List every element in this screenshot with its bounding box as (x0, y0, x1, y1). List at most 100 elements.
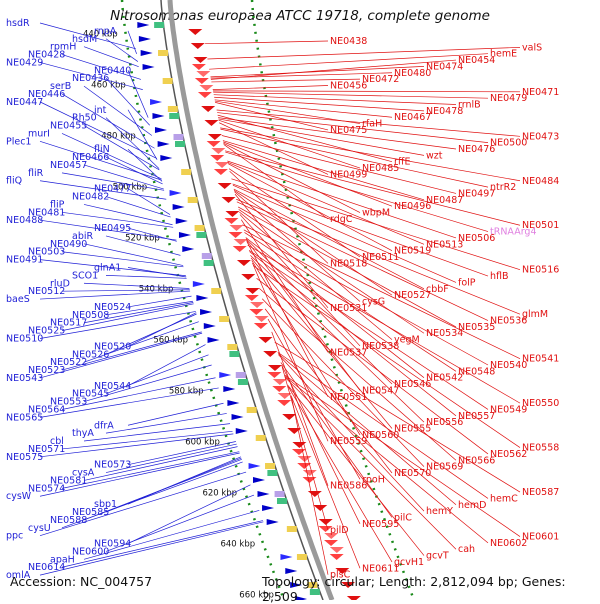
right-label-connector (242, 224, 521, 359)
reverse-gene-arrow (280, 554, 293, 560)
gene-label-right: hemD (458, 500, 486, 511)
gene-label-right: hemE (490, 49, 517, 60)
left-label-connector (105, 443, 237, 473)
kbp-tick-label: 520 kbp (125, 234, 160, 244)
gene-label-left: dfrA (94, 420, 114, 431)
right-label-connector (236, 201, 489, 321)
forward-gene-arrow (258, 337, 273, 343)
reverse-gene-arrow (219, 372, 232, 378)
gene-label-right: NE0555 (394, 424, 431, 435)
gene-label-right: NE0496 (394, 201, 431, 212)
left-label-connector (83, 164, 164, 190)
left-label-connector (127, 295, 192, 308)
forward-gene-arrow (233, 239, 248, 245)
right-label-connector (234, 191, 361, 302)
gene-label-left: NE0574 (28, 483, 65, 494)
left-label-connector (61, 289, 190, 292)
left-label-connector (83, 46, 139, 67)
gene-label-right: NE0602 (490, 538, 527, 549)
gene-label-right: NE0511 (362, 252, 399, 263)
forward-gene-arrow (335, 568, 350, 574)
gene-label-right: NE0518 (330, 258, 367, 269)
gene-label-right: hemC (490, 493, 518, 504)
gene-label-right: NE0587 (522, 487, 559, 498)
gene-label-left: NE0481 (28, 207, 65, 218)
left-label-connector (105, 300, 193, 316)
forward-gene-arrow (245, 288, 260, 294)
gene-label-left: thyA (72, 428, 94, 439)
cog-category-box (237, 379, 248, 385)
right-label-connector (210, 66, 425, 78)
reverse-gene-arrow (262, 505, 275, 511)
gene-label-left: cbl (50, 436, 64, 447)
left-label-connector (105, 38, 139, 62)
forward-gene-arrow (307, 491, 322, 497)
left-label-connector (105, 313, 197, 355)
kbp-tick-label: 540 kbp (139, 285, 174, 295)
forward-gene-arrow (215, 162, 230, 168)
forward-gene-arrow (196, 71, 211, 77)
forward-gene-arrow (241, 274, 256, 280)
left-label-connector (39, 101, 157, 159)
gene-label-right: cbbF (426, 284, 449, 295)
gene-label-left: SCO1 (72, 270, 98, 281)
right-label-connector (246, 239, 361, 391)
gene-label-right: rdgC (330, 214, 353, 225)
right-label-connector (221, 135, 457, 194)
gene-label-left: NE0446 (28, 89, 65, 100)
forward-gene-arrow (232, 246, 247, 252)
right-label-connector (222, 140, 425, 201)
gene-label-left: NE0571 (28, 444, 65, 455)
right-label-connector (284, 374, 521, 537)
gene-label-left: NE0564 (28, 404, 65, 415)
gene-label-right: NE0487 (426, 195, 463, 206)
forward-gene-arrow (292, 442, 307, 448)
gene-label-right: NE0550 (522, 398, 559, 409)
right-label-connector (233, 190, 393, 296)
gene-label-right: NE0474 (426, 61, 463, 72)
gene-label-right: NE0538 (362, 341, 399, 352)
cog-category-box (276, 498, 287, 504)
left-label-connector (127, 227, 177, 242)
left-label-connector (83, 510, 260, 560)
left-label-connector (61, 303, 194, 331)
right-label-connector (287, 386, 393, 563)
gene-label-right: NE0569 (426, 462, 463, 473)
gene-label-left: NE0490 (50, 239, 87, 250)
gene-label-left: fliQ (6, 176, 22, 187)
reverse-gene-arrow (235, 428, 248, 434)
right-label-connector (277, 353, 457, 506)
forward-gene-arrow (207, 134, 222, 140)
right-label-connector (214, 99, 393, 118)
gene-label-right: NE0558 (522, 443, 559, 454)
right-label-connector (217, 112, 489, 143)
genome-map-title: Nitrosomonas europaea ATCC 19718, comple… (110, 8, 490, 24)
right-label-connector (232, 183, 489, 277)
gene-label-left: NE0491 (6, 255, 43, 266)
gene-label-left: NE0544 (94, 381, 131, 392)
gene-label-right: NE0497 (458, 188, 495, 199)
left-label-connector (61, 520, 263, 568)
gene-label-right: NE0467 (394, 112, 431, 123)
forward-gene-arrow (213, 169, 228, 175)
backbone-ring-outer (167, 0, 335, 600)
gene-label-right: NE0537 (330, 347, 367, 358)
cog-category-box (211, 288, 222, 294)
gene-label-right: NE0535 (458, 322, 495, 333)
gene-label-right: NE0601 (522, 532, 559, 543)
reverse-gene-arrow (290, 582, 303, 588)
right-label-connector (223, 141, 393, 207)
forward-gene-arrow (282, 414, 297, 420)
forward-gene-arrow (221, 197, 236, 203)
left-label-connector (105, 196, 171, 218)
forward-gene-arrow (287, 428, 302, 434)
gene-label-left: NE0488 (6, 215, 43, 226)
right-label-connector (213, 94, 457, 105)
genome-backbone (160, 0, 335, 600)
kbp-tick-label: 660 kbp (239, 591, 274, 601)
gene-label-left: int (94, 105, 107, 116)
gene-label-right: pilD (330, 525, 349, 536)
right-label-connector (239, 211, 393, 340)
right-label-connector (248, 249, 489, 410)
